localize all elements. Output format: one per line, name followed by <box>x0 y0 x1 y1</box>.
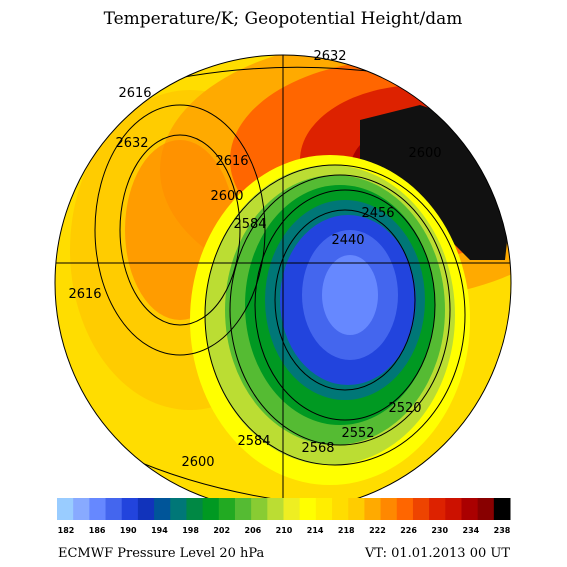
contour-label: 2520 <box>388 401 421 416</box>
colorbar-label: 222 <box>369 526 386 535</box>
colorbar-label: 214 <box>307 526 324 535</box>
colorbar-swatch <box>154 498 171 520</box>
colorbar-swatch <box>251 498 268 520</box>
colorbar-label: 210 <box>276 526 293 535</box>
colorbar-swatch <box>186 498 204 520</box>
colorbar-label: 218 <box>338 526 355 535</box>
contour-label: 2632 <box>313 49 346 64</box>
title: Temperature/K; Geopotential Height/dam <box>104 9 463 29</box>
colorbar-swatch <box>89 498 107 520</box>
colorbar-swatch <box>283 498 301 520</box>
colorbar-label: 206 <box>245 526 262 535</box>
colorbar-swatch <box>202 498 220 520</box>
contour-label: 2584 <box>233 217 266 232</box>
contour-label: 2440 <box>331 233 364 248</box>
contour-label: 2552 <box>341 426 374 441</box>
contour-label: 2584 <box>237 434 270 449</box>
colorbar-label: 194 <box>151 526 168 535</box>
footer-right: VT: 01.01.2013 00 UT <box>364 546 510 561</box>
colorbar-swatch <box>364 498 382 520</box>
colorbar-label: 186 <box>89 526 106 535</box>
colorbar-swatch <box>332 498 349 520</box>
colorbar-swatch <box>445 498 462 520</box>
colorbar-label: 190 <box>120 526 137 535</box>
colorbar-label: 234 <box>463 526 480 535</box>
colorbar-swatch <box>170 498 187 520</box>
colorbar-swatch <box>105 498 123 520</box>
colorbar-label: 226 <box>400 526 417 535</box>
contour-label: 2616 <box>118 86 151 101</box>
colorbar-label: 230 <box>431 526 448 535</box>
colorbar-swatch <box>396 498 414 520</box>
colorbar-swatch <box>477 498 495 520</box>
contour-label: 2600 <box>210 189 243 204</box>
colorbar-label: 238 <box>494 526 511 535</box>
colorbar-swatch <box>429 498 446 520</box>
colorbar-swatch <box>234 498 252 520</box>
colorbar-swatch <box>315 498 333 520</box>
contour-label: 2456 <box>361 206 394 221</box>
colorbar-swatch <box>218 498 236 520</box>
footer-left: ECMWF Pressure Level 20 hPa <box>58 546 265 561</box>
contour-label: 2568 <box>301 441 334 456</box>
colorbar: 182 186 190 194 198 202 206 210 214 218 222 226 230 2… <box>57 498 511 535</box>
colorbar-swatch <box>380 498 398 520</box>
contour-label: 2616 <box>68 287 101 302</box>
colorbar-swatch <box>461 498 479 520</box>
colorbar-swatch <box>348 498 365 520</box>
colorbar-swatch <box>73 498 90 520</box>
colorbar-swatch <box>412 498 430 520</box>
colorbar-swatch <box>137 498 155 520</box>
colorbar-swatch <box>267 498 284 520</box>
colorbar-label: 198 <box>182 526 199 535</box>
colorbar-swatch <box>57 498 74 520</box>
colorbar-swatch <box>299 498 317 520</box>
colorbar-swatch <box>493 498 511 520</box>
contour-label: 2616 <box>215 154 248 169</box>
colorbar-label: 182 <box>58 526 75 535</box>
contour-label: 2600 <box>408 146 441 161</box>
contour-label: 2632 <box>115 136 148 151</box>
contour-label: 2600 <box>181 455 214 470</box>
colorbar-swatch <box>121 498 139 520</box>
colorbar-label: 202 <box>213 526 230 535</box>
